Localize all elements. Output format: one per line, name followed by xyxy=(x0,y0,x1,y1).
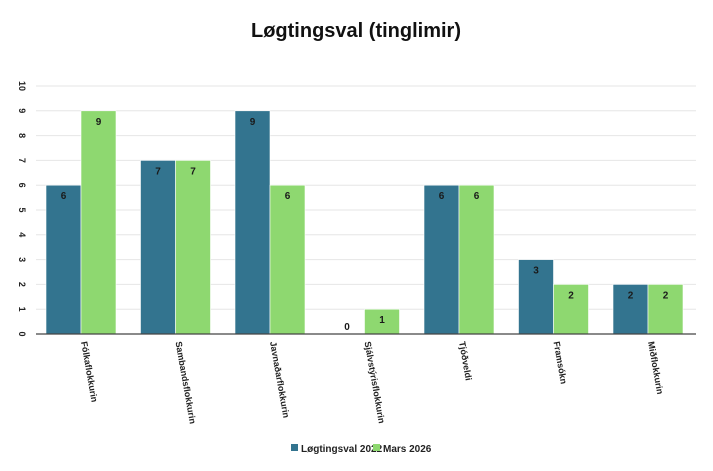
gridlines xyxy=(36,85,696,310)
y-tick-label: 8 xyxy=(17,133,27,138)
data-label: 2 xyxy=(628,290,634,301)
data-label: 9 xyxy=(96,117,102,128)
bar xyxy=(458,184,495,335)
x-tick-label: Sjálvstýrisflokkurin xyxy=(363,341,387,425)
y-tick-label: 2 xyxy=(17,282,27,287)
legend-entry: Løgtingsval 2022 xyxy=(301,444,383,455)
data-label: 2 xyxy=(663,290,669,301)
bar xyxy=(269,184,306,335)
bars xyxy=(45,110,684,335)
data-label: 6 xyxy=(474,191,480,202)
bar xyxy=(234,110,271,335)
legend-swatch xyxy=(373,444,380,451)
bar xyxy=(647,284,684,335)
data-label: 7 xyxy=(190,166,196,177)
y-tick-label: 9 xyxy=(17,108,27,113)
data-label: 0 xyxy=(344,322,350,333)
y-tick-label: 3 xyxy=(17,257,27,262)
data-label: 6 xyxy=(61,191,67,202)
x-tick-label: Tjóðveldi xyxy=(457,341,474,382)
bar xyxy=(364,308,400,335)
x-axis: Fólkaflokkurin Sambandsflokkurin Javnaðarf… xyxy=(36,333,696,425)
data-label: 2 xyxy=(568,290,574,301)
bar xyxy=(423,184,460,335)
y-axis-ticks: 0 1 2 3 4 5 6 7 8 9 10 xyxy=(17,81,27,337)
bar xyxy=(612,284,649,335)
bar xyxy=(80,110,117,335)
bar xyxy=(140,160,176,335)
x-tick-label: Framsókn xyxy=(552,341,569,385)
x-tick-label: Sambandsflokkurin xyxy=(174,341,198,425)
y-tick-label: 10 xyxy=(17,81,27,91)
data-label: 7 xyxy=(155,166,161,177)
bar xyxy=(175,160,211,335)
y-tick-label: 4 xyxy=(17,232,27,237)
legend: Løgtingsval 2022 Mars 2026 xyxy=(291,444,432,455)
legend-entry: Mars 2026 xyxy=(383,444,432,455)
data-label: 1 xyxy=(379,315,385,326)
bar xyxy=(518,259,554,335)
x-tick-label: Javnaðarflokkurin xyxy=(268,341,291,419)
y-tick-label: 7 xyxy=(17,158,27,163)
y-tick-label: 5 xyxy=(17,207,27,212)
data-labels: 6 9 7 7 9 6 0 1 6 6 3 2 2 2 xyxy=(61,117,669,333)
y-tick-label: 0 xyxy=(17,331,27,336)
data-label: 3 xyxy=(533,266,539,277)
y-tick-label: 1 xyxy=(17,307,27,312)
data-label: 9 xyxy=(250,117,256,128)
y-tick-label: 6 xyxy=(17,183,27,188)
x-tick-label: Miðflokkurin xyxy=(646,341,665,395)
data-label: 6 xyxy=(439,191,445,202)
bar xyxy=(45,184,82,335)
legend-swatch xyxy=(291,444,298,451)
x-tick-label: Fólkaflokkurin xyxy=(79,341,100,403)
data-label: 6 xyxy=(285,191,291,202)
chart-title: Løgtingsval (tinglimir) xyxy=(251,20,461,42)
